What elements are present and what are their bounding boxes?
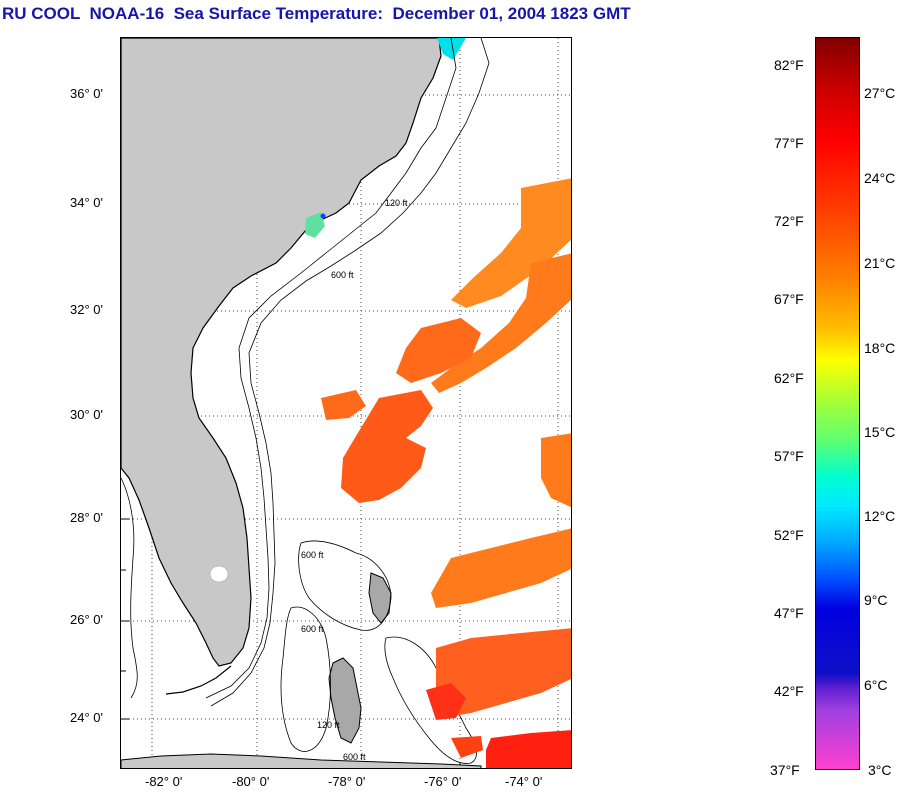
colorbar-f-label: 77°F xyxy=(774,135,804,151)
lat-label: 24° 0' xyxy=(70,710,103,725)
florida-keys xyxy=(165,665,232,695)
colorbar-f-label: 67°F xyxy=(774,291,804,307)
land-us-southeast xyxy=(121,38,442,667)
lat-label: 26° 0' xyxy=(70,612,103,627)
lon-label: -80° 0' xyxy=(232,774,270,789)
colorbar-c-label: 18°C xyxy=(864,340,896,356)
sst-map: 120 ft 600 ft 600 ft 600 ft 120 ft 600 f… xyxy=(120,37,572,769)
lon-label: -76° 0' xyxy=(424,774,462,789)
colorbar-f-label: 57°F xyxy=(774,448,804,464)
contour-label: 600 ft xyxy=(331,270,354,280)
colorbar-f-label: 72°F xyxy=(774,213,804,229)
colorbar-c-label: 24°C xyxy=(864,170,896,186)
colorbar-f-label: 47°F xyxy=(774,605,804,621)
colorbar-f-label: 62°F xyxy=(774,370,804,386)
colorbar-c-label: 27°C xyxy=(864,85,896,101)
colorbar-f-label: 82°F xyxy=(774,57,804,73)
contour-label: 120 ft xyxy=(385,198,408,208)
grid-lines xyxy=(121,38,571,768)
lon-label: -78° 0' xyxy=(328,774,366,789)
lon-label: -74° 0' xyxy=(505,774,543,789)
lon-label: -82° 0' xyxy=(145,774,183,789)
colorbar-c-label: 12°C xyxy=(864,508,896,524)
colorbar-f-label: 42°F xyxy=(774,683,804,699)
depth-contours xyxy=(121,38,490,764)
colorbar-c-label: 3°C xyxy=(868,762,892,778)
sst-warm-water xyxy=(321,178,571,768)
map-canvas: 120 ft 600 ft 600 ft 600 ft 120 ft 600 f… xyxy=(121,38,571,768)
sst-cool-patch-north xyxy=(437,38,466,60)
map-title: RU COOL NOAA-16 Sea Surface Temperature:… xyxy=(2,4,631,23)
contour-label: 600 ft xyxy=(343,752,366,762)
sst-blue-dot xyxy=(320,213,326,219)
sst-cool-patch-capefear xyxy=(305,212,325,238)
land-bahamas-andros xyxy=(328,657,362,744)
colorbar-c-label: 6°C xyxy=(864,677,888,693)
colorbar-f-label: 52°F xyxy=(774,527,804,543)
contour-label: 600 ft xyxy=(301,624,324,634)
land-cuba xyxy=(121,753,482,768)
colorbar-f-label: 37°F xyxy=(770,762,800,778)
lat-label: 30° 0' xyxy=(70,407,103,422)
lat-label: 34° 0' xyxy=(70,195,103,210)
colorbar-c-label: 21°C xyxy=(864,255,896,271)
lat-label: 36° 0' xyxy=(70,86,103,101)
lake-okeechobee xyxy=(209,565,229,583)
contour-label: 600 ft xyxy=(301,550,324,560)
colorbar-c-label: 15°C xyxy=(864,424,896,440)
lat-label: 32° 0' xyxy=(70,302,103,317)
lat-label: 28° 0' xyxy=(70,510,103,525)
contour-labels: 120 ft 600 ft 600 ft 600 ft 120 ft 600 f… xyxy=(301,198,408,762)
contour-label: 120 ft xyxy=(317,720,340,730)
temperature-colorbar xyxy=(815,37,860,770)
colorbar-c-label: 9°C xyxy=(864,592,888,608)
